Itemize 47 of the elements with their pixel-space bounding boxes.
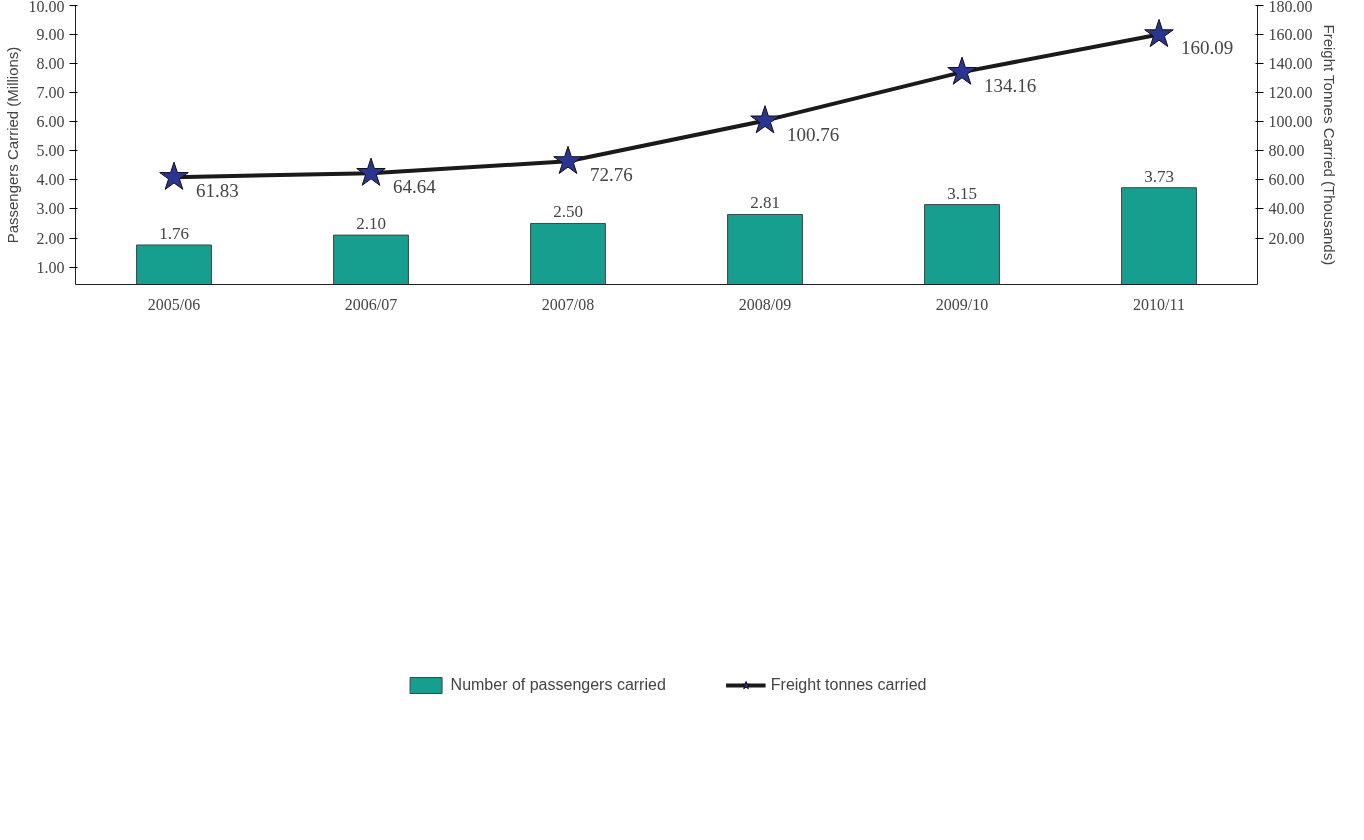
y2-tick-label: 120.00 xyxy=(1268,84,1313,102)
data-label: 3.15 xyxy=(947,183,977,203)
point xyxy=(356,157,386,186)
x-tick-label: 2007/08 xyxy=(541,295,595,313)
data-label: 2.10 xyxy=(356,214,386,234)
y-tick-label: 8.00 xyxy=(36,55,65,73)
x-tick-label: 2009/10 xyxy=(935,295,989,313)
point xyxy=(1144,18,1174,48)
y-tick-label: 3.00 xyxy=(36,200,65,218)
x-tick-label: 2005/06 xyxy=(147,295,201,313)
y-tick-label: 5.00 xyxy=(36,142,65,160)
y-tick-label: 6.00 xyxy=(36,113,65,131)
y-tick-label: 2.00 xyxy=(36,229,65,247)
point xyxy=(553,145,583,174)
data-label: 72.76 xyxy=(590,164,633,186)
data-label: 2.81 xyxy=(750,193,780,213)
y2-tick-label: 100.00 xyxy=(1268,113,1313,131)
data-label: 2.50 xyxy=(553,202,583,222)
x-tick-label: 2008/09 xyxy=(738,295,792,313)
data-label: 1.76 xyxy=(159,223,189,243)
data-label: 160.09 xyxy=(1181,37,1234,59)
y-axis-title: Passengers Carried (Millions) xyxy=(3,46,21,244)
y2-tick-label: 40.00 xyxy=(1268,200,1305,218)
y2-tick-label: 60.00 xyxy=(1268,171,1305,189)
x-tick-label: 2006/07 xyxy=(344,295,398,313)
data-label: 61.83 xyxy=(196,180,239,202)
data-label: 134.16 xyxy=(984,75,1037,97)
y2-axis-title: Freight Tonnes Carried (Thousands) xyxy=(1320,24,1338,266)
y2-tick-label: 160.00 xyxy=(1268,26,1313,44)
y-tick-label: 10.00 xyxy=(28,0,65,15)
legend-label: Freight tonnes carried xyxy=(770,676,927,694)
y2-tick-label: 140.00 xyxy=(1268,55,1313,73)
legend-label: Number of passengers carried xyxy=(450,676,666,694)
y2-tick-label: 20.00 xyxy=(1268,229,1305,247)
data-label: 100.76 xyxy=(787,123,840,145)
point xyxy=(947,56,977,85)
x-tick-label: 2010/11 xyxy=(1133,295,1185,313)
y2-tick-label: 180.00 xyxy=(1268,0,1313,15)
y-tick-label: 7.00 xyxy=(36,84,65,102)
point xyxy=(750,105,780,134)
data-label: 3.73 xyxy=(1144,166,1174,186)
point xyxy=(159,161,189,190)
y-tick-label: 1.00 xyxy=(36,258,65,276)
data-label: 64.64 xyxy=(393,176,437,198)
y2-tick-label: 80.00 xyxy=(1268,142,1305,160)
y-tick-label: 9.00 xyxy=(36,26,65,44)
y-tick-label: 4.00 xyxy=(36,171,65,189)
